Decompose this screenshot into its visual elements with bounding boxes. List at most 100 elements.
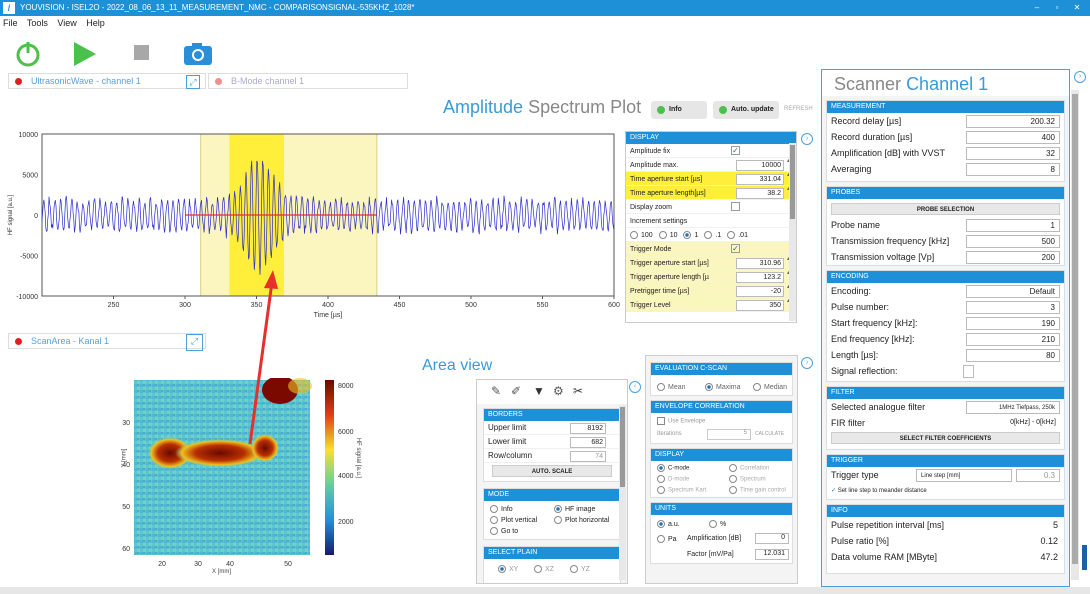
disp-time-gain[interactable]: Time gain control (729, 486, 786, 494)
eval-median[interactable]: Median (753, 383, 787, 391)
scanner-row-input[interactable]: 500 (966, 235, 1060, 248)
line-step-input[interactable]: 0.3 (1016, 469, 1060, 482)
display-row-checkbox[interactable]: ✓ (731, 146, 740, 155)
display-scrollbar[interactable] (789, 143, 796, 321)
amplification-input[interactable]: 0 (755, 533, 789, 544)
display-row-checkbox[interactable]: ✓ (731, 244, 740, 253)
increment-option[interactable]: 1 (683, 231, 698, 240)
collapse-icon[interactable]: ‹ (629, 381, 641, 393)
increment-option[interactable]: .01 (727, 231, 748, 240)
mode-plot-horizontal[interactable]: Plot horizontal (554, 516, 609, 524)
calculate-button[interactable]: CALCULATE (755, 431, 785, 437)
power-icon[interactable] (14, 40, 42, 68)
analogue-filter-select[interactable]: 1MHz Tiefpass, 250k (966, 401, 1060, 414)
iterations-input[interactable]: 5 (707, 429, 751, 440)
probe-selection-button[interactable]: PROBE SELECTION (831, 203, 1060, 215)
maximize-icon[interactable]: ▫ (1055, 3, 1059, 12)
scanner-row-input[interactable]: 200 (966, 251, 1060, 264)
upper-limit-input[interactable]: 8192 (570, 423, 606, 434)
display-row-input[interactable]: 310.96 (736, 258, 784, 269)
eval-mean[interactable]: Mean (657, 383, 686, 391)
filter-coefficients-button[interactable]: SELECT FILTER COEFFICIENTS (831, 432, 1060, 444)
scanner-row-label: Pulse number: (831, 302, 890, 312)
scanner-row-label: Start frequency [kHz]: (831, 318, 918, 328)
display-row-input[interactable]: -20 (736, 286, 784, 297)
menu-tools[interactable]: Tools (26, 18, 48, 28)
display-row-checkbox[interactable] (731, 202, 740, 211)
x-tick-label: 600 (608, 302, 620, 309)
display-row-input[interactable]: 350 (736, 300, 784, 311)
scanner-row-input[interactable]: 210 (966, 333, 1060, 346)
display-row-input[interactable]: 10000 (736, 160, 784, 171)
disp-correlation[interactable]: Correlation (729, 464, 769, 472)
disp-d-mode[interactable]: D-mode (657, 475, 689, 483)
scan-x-tick: 20 (158, 561, 166, 568)
increment-option[interactable]: .1 (704, 231, 721, 240)
area-scrollbar[interactable] (619, 405, 626, 580)
menu-file[interactable]: File (3, 18, 18, 28)
minimize-icon[interactable]: – (1034, 3, 1040, 12)
scissors-icon[interactable]: ✂ (573, 384, 584, 398)
row-column-input[interactable]: 74 (570, 451, 606, 462)
expand-icon[interactable]: ⤢ (186, 334, 203, 351)
pin-icon[interactable]: ✎ (491, 384, 502, 398)
scanner-scrollbar[interactable] (1071, 90, 1079, 580)
mode-hf-image[interactable]: HF image (554, 505, 595, 513)
tab-b-mode[interactable]: B-Mode channel 1 (208, 73, 408, 89)
scanner-row-input[interactable]: 80 (966, 349, 1060, 362)
scanner-row-input[interactable]: 8 (966, 163, 1060, 176)
check-icon[interactable]: ✓ (831, 488, 838, 494)
unit-au[interactable]: a.u. (657, 520, 680, 528)
scanner-row-input[interactable]: 190 (966, 317, 1060, 330)
close-icon[interactable]: ✕ (1073, 3, 1081, 12)
unit-pa[interactable]: Pa (657, 535, 677, 543)
menu-view[interactable]: View (57, 18, 77, 28)
increment-option[interactable]: 10 (658, 231, 677, 240)
scanner-row-input[interactable]: 400 (966, 131, 1060, 144)
probes-section: PROBES PROBE SELECTION Probe name 1 Transmis… (826, 186, 1065, 266)
eval-maxima[interactable]: Maxima (705, 383, 741, 391)
tab-ultrasonic-wave[interactable]: UltrasonicWave - channel 1 (8, 73, 206, 89)
tab-scan-area[interactable]: ScanArea - Kanal 1 (8, 333, 206, 349)
filter-icon[interactable]: ▼ (533, 384, 545, 398)
stop-icon[interactable] (134, 45, 150, 61)
display-row-input[interactable]: 331.04 (736, 174, 784, 185)
plain-xy[interactable]: XY (498, 565, 518, 573)
auto-update-button[interactable]: Auto. update (713, 101, 779, 119)
display-row-input[interactable]: 123.2 (736, 272, 784, 283)
collapse-right-icon[interactable]: › (801, 133, 813, 145)
scanner-row-input[interactable]: 200.32 (966, 115, 1060, 128)
expand-icon[interactable]: ⤢ (186, 75, 200, 89)
info-button[interactable]: Info (651, 101, 707, 119)
auto-scale-button[interactable]: AUTO. SCALE (492, 465, 612, 477)
plain-xz[interactable]: XZ (534, 565, 554, 573)
trigger-type-select[interactable]: Line step [mm] (916, 469, 1012, 482)
disp-spectrum-kart[interactable]: Spectrum Kart (657, 486, 706, 494)
factor-input[interactable]: 12.031 (755, 549, 789, 560)
mode-plot-vertical[interactable]: Plot vertical (490, 516, 537, 524)
mode-go-to[interactable]: Go to (490, 527, 518, 535)
disp-c-mode[interactable]: C-mode (657, 464, 689, 472)
scanner-row-input[interactable]: 1 (966, 219, 1060, 232)
scanner-row-input[interactable]: 3 (966, 301, 1060, 314)
lower-limit-input[interactable]: 682 (570, 437, 606, 448)
disp-spectrum[interactable]: Spectrum (729, 475, 766, 483)
ruler-icon[interactable]: ✐ (511, 384, 522, 398)
display-row-input[interactable]: 38.2 (736, 188, 784, 199)
plain-yz[interactable]: YZ (570, 565, 590, 573)
play-icon[interactable] (72, 40, 98, 68)
scanner-row-input[interactable] (963, 365, 974, 378)
increment-option[interactable]: 100 (630, 231, 653, 240)
scanner-row-input[interactable]: 32 (966, 147, 1060, 160)
collapse-right-icon[interactable]: › (1074, 71, 1086, 83)
unit-percent[interactable]: % (709, 520, 726, 528)
refresh-button[interactable]: REFRESH (784, 106, 813, 112)
collapse-right-icon[interactable]: › (801, 357, 813, 369)
display-panel: DISPLAY Amplitude fix ✓ Amplitude max. 1000… (625, 131, 797, 323)
scanner-row-input[interactable]: Default (966, 285, 1060, 298)
use-envelope-checkbox[interactable]: Use Envelope (657, 417, 705, 425)
settings-icon[interactable]: ⚙ (553, 384, 564, 398)
camera-icon[interactable] (183, 42, 213, 66)
mode-info[interactable]: Info (490, 505, 513, 513)
menu-help[interactable]: Help (86, 18, 105, 28)
